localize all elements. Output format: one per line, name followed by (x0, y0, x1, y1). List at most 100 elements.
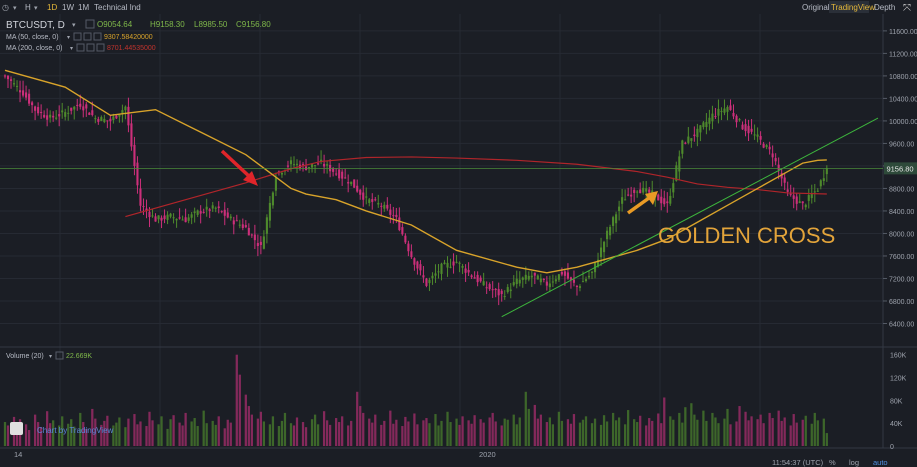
volume-hide-button[interactable] (55, 351, 64, 360)
volume-bar (756, 419, 759, 446)
candle-body (633, 189, 636, 193)
candle-body (22, 90, 25, 96)
view-depth[interactable]: Depth (874, 3, 895, 12)
volume-bar (548, 417, 552, 446)
volume-bar (702, 410, 705, 446)
volume-bar (356, 391, 359, 446)
candle-body (265, 217, 268, 234)
ohlc-high: H9158.30 (150, 20, 185, 29)
candle-body (211, 205, 214, 209)
volume-bar (244, 394, 247, 446)
candle-body (506, 287, 509, 293)
volume-bar (58, 425, 61, 446)
candle-body (413, 258, 416, 265)
candle-body (142, 206, 145, 208)
candle-body (738, 119, 741, 121)
price-tick-label: 8000.00 (889, 231, 914, 238)
volume-bar (428, 423, 431, 446)
candle-body (338, 169, 341, 179)
symbol-label: BTCUSDT, D (6, 20, 65, 31)
toolbar-dropdown-icon[interactable]: ▾ (13, 5, 17, 12)
candle-body (55, 117, 58, 119)
log-toggle[interactable]: log (849, 458, 859, 467)
volume-bar (696, 419, 699, 446)
candle-body (217, 206, 220, 209)
candle-body (449, 266, 452, 268)
percent-toggle[interactable]: % (829, 458, 836, 467)
legend-hide-button[interactable] (85, 19, 95, 29)
volume-bar (223, 428, 226, 446)
volume-bar (85, 428, 88, 446)
ma200-dropdown-icon[interactable]: ▾ (70, 46, 73, 52)
technical-indicators-button[interactable]: Technical Ind (94, 3, 141, 12)
volume-bar (726, 408, 729, 446)
ma50-dropdown-icon[interactable]: ▾ (67, 35, 70, 41)
candle-body (488, 284, 491, 290)
candle-body (527, 275, 530, 280)
candle-body (356, 185, 359, 192)
view-tradingview[interactable]: TradingView (831, 3, 875, 12)
candle-body (816, 190, 819, 192)
auto-toggle[interactable]: auto (873, 458, 888, 467)
candle-body (813, 191, 816, 193)
volume-bar (639, 415, 642, 446)
volume-bar (304, 427, 308, 446)
volume-bar (500, 425, 503, 446)
candle-body (714, 116, 717, 118)
candle-body (365, 196, 368, 198)
candle-body (253, 234, 256, 241)
candle-body (232, 220, 235, 225)
volume-bar (94, 418, 97, 446)
candle-body (292, 164, 296, 166)
candle-body (482, 281, 485, 286)
candle-body (651, 190, 654, 194)
price-tick-label: 10000.00 (889, 119, 917, 126)
candle-body (750, 128, 753, 132)
volume-bar (178, 422, 181, 446)
volume-bar (482, 422, 485, 446)
volume-bar (214, 424, 217, 446)
candle-body (145, 208, 148, 211)
candle-body (735, 115, 738, 123)
volume-bar (539, 414, 542, 446)
volume-bar (572, 414, 576, 446)
volume-bar (789, 425, 792, 446)
volume-bar (268, 424, 272, 446)
view-original[interactable]: Original (802, 3, 830, 12)
candle-body (392, 215, 395, 217)
interval-1w[interactable]: 1W (62, 3, 74, 12)
candle-body (485, 287, 488, 289)
volume-dropdown-icon[interactable]: ▾ (49, 354, 52, 360)
candle-body (777, 164, 780, 170)
candle-body (473, 277, 476, 279)
volume-bar (503, 418, 506, 446)
volume-bar (593, 418, 597, 446)
price-tick-label: 7200.00 (889, 276, 914, 283)
volume-bar (738, 406, 741, 446)
interval-1d[interactable]: 1D (47, 3, 57, 12)
volume-bar (49, 423, 52, 446)
interval-h-dropdown-icon[interactable]: ▾ (34, 5, 38, 12)
volume-bar (151, 420, 154, 446)
symbol-dropdown-icon[interactable]: ▾ (72, 22, 76, 29)
interval-1m[interactable]: 1M (78, 3, 89, 12)
candle-body (15, 85, 19, 87)
ma50-controls-icon[interactable] (73, 32, 102, 41)
volume-bar (139, 421, 142, 446)
candle-body (193, 211, 196, 213)
candle-body (106, 120, 109, 122)
candle-body (756, 134, 759, 137)
fullscreen-icon[interactable]: ⤧ (903, 3, 911, 14)
candle-body (500, 290, 503, 295)
candle-body (109, 118, 112, 122)
volume-bar (235, 354, 238, 446)
toolbar-clock-icon[interactable]: ◷ (2, 3, 9, 12)
candle-body (753, 134, 756, 136)
candle-body (139, 188, 142, 206)
support-trendline (501, 117, 879, 318)
candle-body (238, 224, 241, 226)
interval-h[interactable]: H (25, 3, 31, 12)
ma200-controls-icon[interactable] (76, 43, 105, 52)
candle-body (359, 189, 362, 195)
